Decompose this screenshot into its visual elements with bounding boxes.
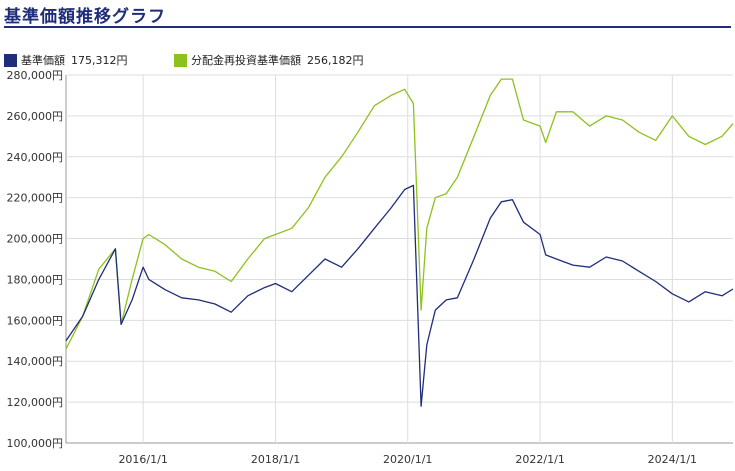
x-tick-label: 2016/1/1 xyxy=(118,453,167,466)
y-tick-label: 180,000円 xyxy=(7,273,64,286)
series-line-reinvested xyxy=(65,78,734,350)
y-tick-label: 160,000円 xyxy=(7,314,64,327)
y-tick-label: 280,000円 xyxy=(7,69,64,82)
title-divider xyxy=(4,26,731,28)
y-tick-label: 140,000円 xyxy=(7,355,64,368)
series-line-nav xyxy=(65,184,734,407)
y-tick-label: 240,000円 xyxy=(7,151,64,164)
legend-value-reinvested: 256,182円 xyxy=(307,54,364,67)
x-tick-label: 2018/1/1 xyxy=(251,453,300,466)
legend-item-nav[interactable]: 基準価額 175,312円 xyxy=(4,52,128,68)
legend-value-nav: 175,312円 xyxy=(71,54,128,67)
x-tick-label: 2024/1/1 xyxy=(648,453,697,466)
y-tick-label: 260,000円 xyxy=(7,110,64,123)
legend-swatch-nav xyxy=(4,53,17,67)
y-tick-label: 100,000円 xyxy=(7,437,64,450)
y-tick-label: 120,000円 xyxy=(7,396,64,409)
page-title: 基準価額推移グラフ xyxy=(4,7,166,27)
x-tick-label: 2020/1/1 xyxy=(383,453,432,466)
y-tick-label: 220,000円 xyxy=(7,192,64,205)
y-tick-label: 200,000円 xyxy=(7,233,64,246)
legend-swatch-reinvested xyxy=(174,53,187,67)
legend-label-reinvested: 分配金再投資基準価額 xyxy=(191,54,301,67)
legend-item-reinvested[interactable]: 分配金再投資基準価額 256,182円 xyxy=(174,52,364,68)
x-tick-label: 2022/1/1 xyxy=(515,453,564,466)
legend-label-nav: 基準価額 xyxy=(21,54,65,67)
